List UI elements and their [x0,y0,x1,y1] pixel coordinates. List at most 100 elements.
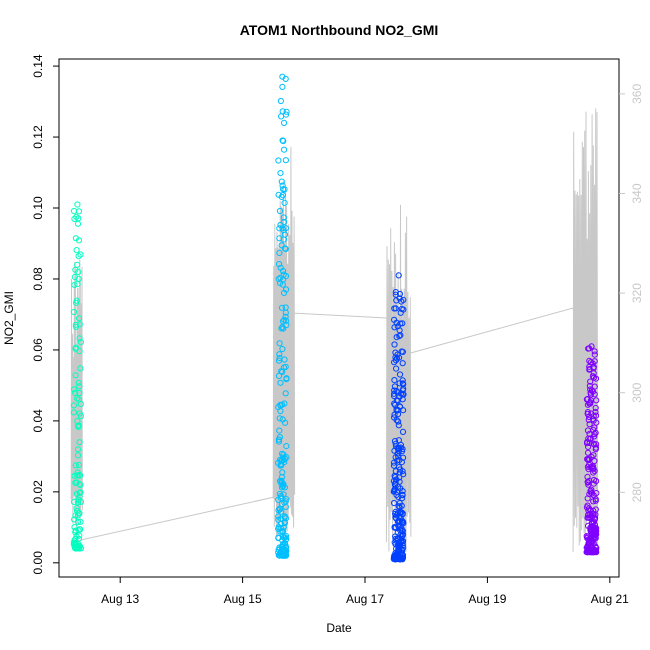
data-point [276,207,284,215]
data-point [74,452,82,459]
data-point [586,477,593,484]
data-point [393,297,400,304]
data-point [282,313,289,320]
data-point [71,215,78,222]
data-point [592,496,599,503]
data-point [282,111,290,118]
plot-frame [58,58,620,578]
data-point [280,214,287,221]
x-axis: Aug 13 Aug 15 Aug 17 Aug 19 Aug 21 [101,577,629,606]
data-point [391,377,398,384]
data-point [73,247,80,254]
data-point [591,430,598,438]
data-point [276,415,283,422]
data-point [74,418,81,425]
data-point [77,251,84,258]
data-point [279,450,286,457]
x-tick-label: Aug 15 [224,592,262,606]
data-point [584,449,592,456]
data-point [592,506,599,513]
data-point [279,537,286,544]
data-point [590,426,597,433]
data-point [74,201,81,208]
data-point [586,366,593,373]
data-point [586,461,593,469]
data-point [392,349,399,356]
data-point [392,454,399,461]
x-tick-label: Aug 17 [346,592,384,606]
data-point [280,457,287,464]
y-tick-label: 0.14 [31,54,45,78]
data-point [275,191,282,198]
data-point [275,357,283,364]
data-point [279,225,286,232]
data-point [75,237,83,244]
data-point [279,83,286,91]
data-point [399,391,406,398]
data-point [275,513,282,520]
data-point [76,321,83,328]
data-point [70,541,77,548]
data-point [70,402,78,409]
data-point [283,108,290,115]
data-point [283,375,290,382]
data-point [281,146,288,153]
data-point [586,421,593,428]
data-point [77,481,84,489]
data-point [396,354,403,361]
data-point [393,515,400,522]
data-point [592,404,599,412]
data-point [77,489,84,496]
data-point [399,491,406,498]
data-point [73,297,80,304]
data-point [584,479,592,486]
data-point [390,459,398,466]
data-point [397,542,404,549]
data-point [391,387,398,394]
data-point [76,526,83,533]
data-point [70,308,78,316]
data-point [75,253,82,260]
data-point [587,391,595,398]
data-point [72,321,79,328]
data-point [282,532,290,540]
data-point [281,199,288,206]
data-point [276,261,283,268]
data-point [396,504,403,511]
data-point [393,365,400,372]
data-point [275,549,282,556]
data-point [76,543,84,550]
data-point [587,397,595,404]
data-point [584,409,592,416]
data-point [76,383,83,390]
data-point [398,549,405,556]
data-point [71,537,78,544]
data-point [70,409,78,416]
data-point [399,348,406,355]
data-point [72,372,79,379]
data-point [280,454,287,461]
x-axis-label: Date [326,621,352,635]
y2-tick-label: 340 [630,183,644,203]
data-point [278,304,286,311]
data-point [72,527,79,534]
secondary-y-axis: 280 300 320 340 360 [619,84,644,502]
y2-tick-label: 320 [630,283,644,303]
data-point [393,407,400,414]
data-point [276,355,283,362]
data-point [398,305,405,312]
data-point [280,276,287,283]
data-point [391,305,398,312]
data-point [391,524,398,531]
data-point [281,552,288,559]
data-point [77,365,84,372]
data-point [72,389,79,396]
data-point [75,268,82,275]
data-point [589,373,597,380]
data-point [399,428,407,435]
y-tick-label: 0.02 [31,480,45,504]
data-point [281,484,288,491]
data-point [278,178,285,185]
data-point [282,498,289,505]
data-point [395,418,402,425]
